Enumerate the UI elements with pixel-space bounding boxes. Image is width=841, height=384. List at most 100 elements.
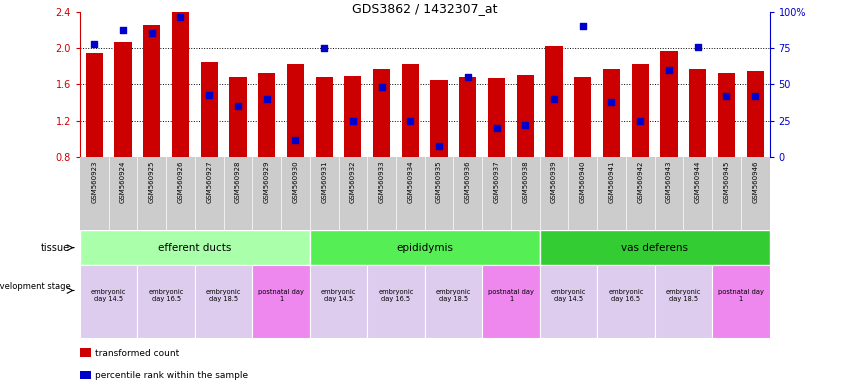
Text: postnatal day
1: postnatal day 1 [488, 289, 534, 302]
Bar [80, 348, 92, 357]
Bar [86, 53, 103, 157]
Text: GSM560938: GSM560938 [522, 161, 528, 203]
Bar [287, 63, 304, 157]
Point [404, 118, 417, 124]
Text: GSM560935: GSM560935 [436, 161, 442, 203]
Point [547, 96, 561, 102]
Bar [540, 230, 770, 265]
Text: GSM560944: GSM560944 [695, 161, 701, 203]
Bar [80, 230, 309, 265]
Bar [200, 62, 218, 157]
Text: embryonic
day 16.5: embryonic day 16.5 [148, 289, 184, 302]
Text: embryonic
day 16.5: embryonic day 16.5 [378, 289, 414, 302]
Bar [195, 265, 252, 338]
Bar [258, 73, 275, 157]
Point [260, 96, 273, 102]
Bar [603, 69, 620, 157]
Bar [172, 0, 189, 157]
Bar [660, 51, 678, 157]
Text: embryonic
day 14.5: embryonic day 14.5 [320, 289, 357, 302]
Text: GSM560934: GSM560934 [407, 161, 413, 203]
Point [231, 103, 245, 109]
Text: tissue: tissue [41, 243, 71, 253]
Text: GSM560937: GSM560937 [494, 161, 500, 203]
Bar [80, 265, 137, 338]
Point [317, 45, 331, 51]
Point [116, 27, 130, 33]
Text: GSM560924: GSM560924 [120, 161, 126, 203]
Text: GSM560933: GSM560933 [378, 161, 384, 203]
Bar [712, 265, 770, 338]
Point [489, 125, 503, 131]
Text: development stage: development stage [0, 282, 71, 291]
Bar [488, 78, 505, 157]
Text: GSM560940: GSM560940 [579, 161, 585, 203]
Bar [315, 77, 333, 157]
Bar [717, 73, 735, 157]
Bar [373, 69, 390, 157]
Text: embryonic
day 18.5: embryonic day 18.5 [436, 289, 471, 302]
Text: embryonic
day 14.5: embryonic day 14.5 [551, 289, 586, 302]
Text: GSM560942: GSM560942 [637, 161, 643, 203]
Text: vas deferens: vas deferens [621, 243, 688, 253]
Point [346, 118, 360, 124]
Bar [137, 265, 195, 338]
Bar [459, 77, 476, 157]
Point [691, 43, 705, 50]
Bar [80, 371, 92, 379]
Bar [431, 80, 447, 157]
Text: GSM560941: GSM560941 [609, 161, 615, 203]
Bar [747, 71, 764, 157]
Point [203, 92, 216, 98]
Text: GSM560930: GSM560930 [293, 161, 299, 203]
Bar [344, 76, 362, 157]
Point [288, 137, 302, 143]
Bar [252, 265, 309, 338]
Bar [482, 265, 540, 338]
Text: embryonic
day 18.5: embryonic day 18.5 [206, 289, 241, 302]
Point [87, 41, 101, 47]
Bar [402, 63, 419, 157]
Point [605, 99, 618, 105]
Bar [309, 265, 368, 338]
Text: GSM560946: GSM560946 [752, 161, 758, 203]
Text: GSM560925: GSM560925 [149, 161, 155, 203]
Point [662, 67, 675, 73]
Text: transformed count: transformed count [95, 349, 179, 358]
Point [748, 93, 762, 99]
Text: GSM560928: GSM560928 [235, 161, 241, 203]
Bar [654, 265, 712, 338]
Bar [574, 77, 591, 157]
Point [519, 122, 532, 128]
Text: GSM560945: GSM560945 [723, 161, 729, 203]
Point [375, 84, 389, 91]
Point [461, 74, 474, 80]
Text: GSM560932: GSM560932 [350, 161, 356, 203]
Text: embryonic
day 16.5: embryonic day 16.5 [608, 289, 643, 302]
Bar [545, 46, 563, 157]
Text: postnatal day
1: postnatal day 1 [258, 289, 304, 302]
Bar [632, 63, 648, 157]
Point [720, 93, 733, 99]
Text: GDS3862 / 1432307_at: GDS3862 / 1432307_at [352, 2, 498, 15]
Text: GSM560927: GSM560927 [206, 161, 212, 203]
Point [145, 30, 158, 36]
Text: GSM560923: GSM560923 [92, 161, 98, 203]
Text: postnatal day
1: postnatal day 1 [718, 289, 764, 302]
Bar [425, 265, 482, 338]
Text: GSM560939: GSM560939 [551, 161, 557, 203]
Bar [368, 265, 425, 338]
Text: epididymis: epididymis [396, 243, 453, 253]
Text: GSM560943: GSM560943 [666, 161, 672, 203]
Text: GSM560926: GSM560926 [177, 161, 183, 203]
Text: embryonic
day 18.5: embryonic day 18.5 [665, 289, 701, 302]
Text: percentile rank within the sample: percentile rank within the sample [95, 371, 248, 380]
Point [633, 118, 647, 124]
Point [174, 14, 188, 20]
Text: GSM560929: GSM560929 [264, 161, 270, 203]
Text: GSM560931: GSM560931 [321, 161, 327, 203]
Bar [689, 69, 706, 157]
Bar [230, 77, 246, 157]
Text: embryonic
day 14.5: embryonic day 14.5 [91, 289, 126, 302]
Bar [516, 75, 534, 157]
